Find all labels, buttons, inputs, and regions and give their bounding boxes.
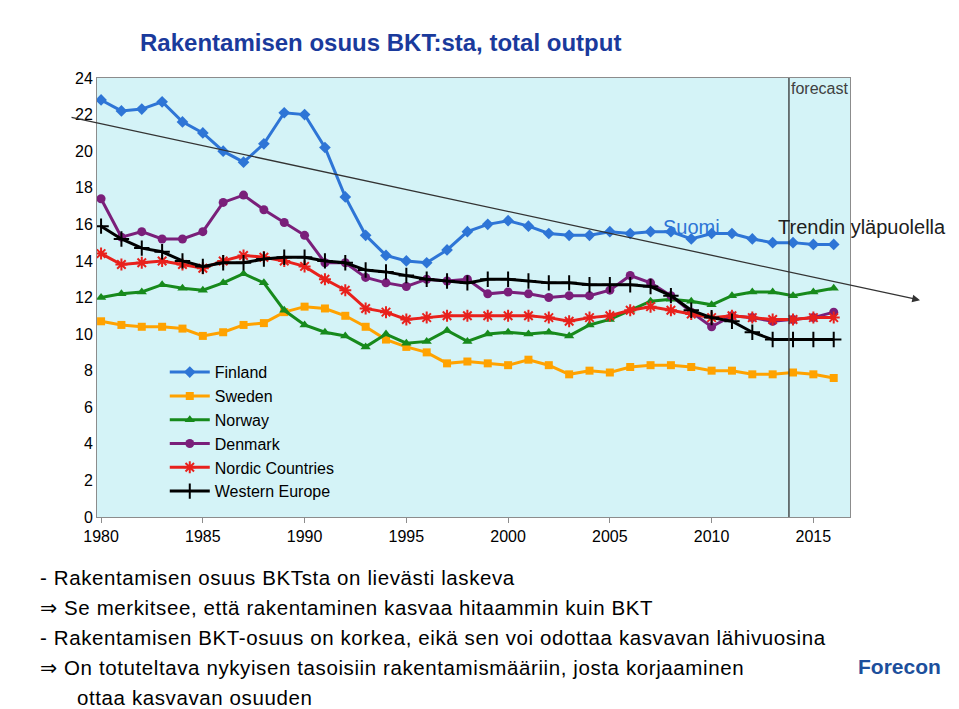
svg-text:Suomi: Suomi <box>663 216 720 238</box>
svg-text:forecast: forecast <box>791 80 848 97</box>
svg-text:20: 20 <box>75 143 93 160</box>
svg-text:12: 12 <box>75 289 93 306</box>
html-text:⇒ On totuteltava nykyisen taso: ⇒ On totuteltava nykyisen tasoisiin rake… <box>40 656 745 679</box>
svg-text:Rakentamisen osuus BKT:sta, to: Rakentamisen osuus BKT:sta, total output <box>140 29 621 56</box>
svg-text:Finland: Finland <box>215 364 267 381</box>
html-text:Forecon: Forecon <box>858 655 941 678</box>
svg-text:18: 18 <box>75 179 93 196</box>
svg-text:1990: 1990 <box>287 528 323 545</box>
html-text:- Rakentamisen BKT-osuus on ko: - Rakentamisen BKT-osuus on korkea, eikä… <box>40 626 826 649</box>
svg-text:2010: 2010 <box>694 528 730 545</box>
svg-text:1980: 1980 <box>83 528 119 545</box>
svg-text:Western Europe: Western Europe <box>215 483 330 500</box>
svg-text:10: 10 <box>75 326 93 343</box>
svg-text:2015: 2015 <box>796 528 832 545</box>
svg-text:Nordic Countries: Nordic Countries <box>215 460 334 477</box>
svg-text:0: 0 <box>84 509 93 526</box>
svg-text:Sweden: Sweden <box>215 388 273 405</box>
svg-text:2: 2 <box>84 472 93 489</box>
html-text:⇒ Se merkitsee, että rakentami: ⇒ Se merkitsee, että rakentaminen kasvaa… <box>40 596 654 619</box>
svg-text:2000: 2000 <box>490 528 526 545</box>
svg-text:Norway: Norway <box>215 412 269 429</box>
svg-text:4: 4 <box>84 435 93 452</box>
svg-text:16: 16 <box>75 216 93 233</box>
svg-text:6: 6 <box>84 399 93 416</box>
svg-text:Denmark: Denmark <box>215 436 281 453</box>
svg-text:1985: 1985 <box>185 528 221 545</box>
svg-text:Trendin yläpuolella: Trendin yläpuolella <box>778 216 946 238</box>
svg-text:1995: 1995 <box>389 528 425 545</box>
svg-text:2005: 2005 <box>592 528 628 545</box>
svg-text:22: 22 <box>75 106 93 123</box>
html-text:ottaa kasvavan osuuden: ottaa kasvavan osuuden <box>77 686 313 709</box>
html-text:- Rakentamisen osuus BKTsta on: - Rakentamisen osuus BKTsta on lievästi … <box>40 566 515 589</box>
svg-text:24: 24 <box>75 70 93 87</box>
svg-text:8: 8 <box>84 362 93 379</box>
svg-text:14: 14 <box>75 253 93 270</box>
